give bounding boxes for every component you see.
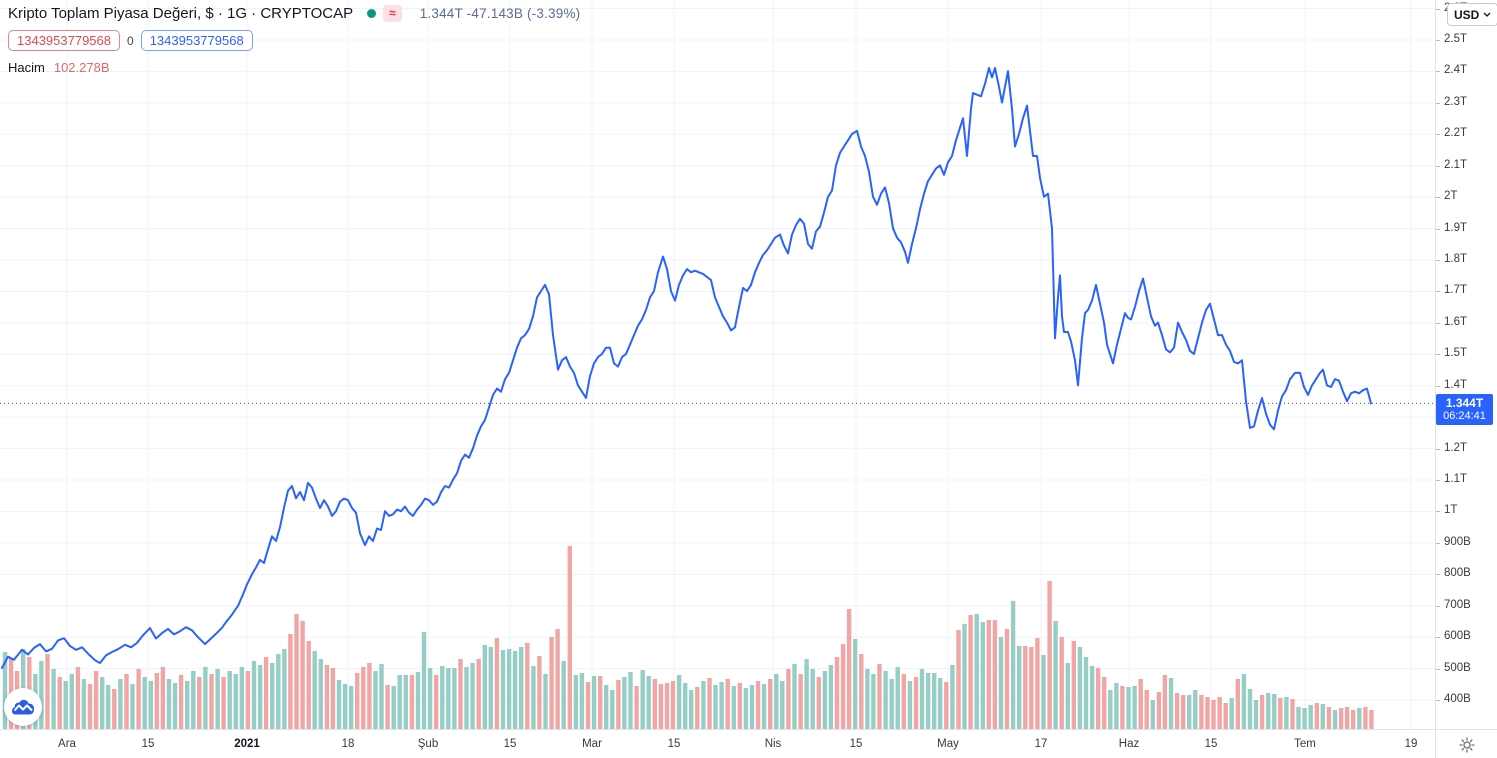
chart-plot-area[interactable]	[0, 0, 1435, 729]
price-axis-tick	[1436, 386, 1440, 387]
price-axis-tick	[1436, 291, 1440, 292]
current-price-value: 1.344T	[1445, 396, 1484, 410]
volume-indicator-value: 102.278B	[53, 60, 110, 75]
axis-settings-corner[interactable]	[1435, 729, 1497, 758]
price-axis-label: 900B	[1444, 536, 1471, 548]
approx-data-badge[interactable]: ≈	[383, 5, 402, 22]
price-axis-tick	[1436, 166, 1440, 167]
price-axis-label: 500B	[1444, 662, 1471, 674]
cloud-chart-icon	[12, 699, 34, 715]
price-axis-tick	[1436, 637, 1440, 638]
time-axis-label: 17	[1034, 738, 1048, 750]
price-axis-label: 2.3T	[1444, 96, 1468, 108]
price-axis-tick	[1436, 134, 1440, 135]
currency-dropdown[interactable]: USD	[1447, 3, 1497, 26]
grid-lines	[0, 0, 1435, 729]
price-axis-label: 1.1T	[1444, 473, 1468, 485]
price-axis-label: 800B	[1444, 567, 1471, 579]
time-axis-label: Mar	[582, 738, 602, 750]
time-axis-label: Şub	[417, 738, 439, 750]
time-axis-label: May	[937, 738, 959, 750]
price-axis-tick	[1436, 669, 1440, 670]
price-axis-tick	[1436, 197, 1440, 198]
price-axis-label: 600B	[1444, 630, 1471, 642]
price-axis-tick	[1436, 449, 1440, 450]
time-axis-label: 2021	[234, 738, 260, 750]
time-axis-label: 18	[341, 738, 355, 750]
price-axis-label: 1.2T	[1444, 442, 1468, 454]
price-axis-label: 700B	[1444, 599, 1471, 611]
current-price-label: 1.344T 06:24:41	[1436, 394, 1493, 425]
price-axis-tick	[1436, 260, 1440, 261]
price-axis-tick	[1436, 103, 1440, 104]
time-axis-label: 15	[667, 738, 681, 750]
price-axis-label: 2.4T	[1444, 64, 1468, 76]
price-axis-label: 1.7T	[1444, 284, 1468, 296]
time-axis-label: 15	[849, 738, 863, 750]
price-axis-label: 2.2T	[1444, 127, 1468, 139]
price-axis-tick	[1436, 574, 1440, 575]
price-axis-label: 1.6T	[1444, 316, 1468, 328]
price-line	[1, 67, 1372, 669]
time-axis-label: 15	[1204, 738, 1218, 750]
time-axis-label: Ara	[58, 738, 76, 750]
price-axis-tick	[1436, 9, 1440, 10]
price-axis-tick	[1436, 354, 1440, 355]
price-axis-tick	[1436, 700, 1440, 701]
price-axis-tick	[1436, 606, 1440, 607]
volume-bars	[2, 546, 1374, 729]
price-axis-label: 2T	[1444, 190, 1458, 202]
time-axis-label: 15	[141, 738, 155, 750]
price-source-badge-blue[interactable]: 1343953779568	[140, 30, 253, 51]
bar-countdown: 06:24:41	[1443, 410, 1486, 422]
time-axis-label: Haz	[1118, 738, 1140, 750]
price-axis-label: 1.5T	[1444, 347, 1468, 359]
time-axis-label: 15	[503, 738, 517, 750]
price-axis-label: 2.5T	[1444, 33, 1468, 45]
price-axis-label: 1.4T	[1444, 379, 1468, 391]
time-axis[interactable]: Ara 15 2021 18 Şub 15 Mar 15 Nis 15 May 17 Haz 15 Tem 1…	[0, 729, 1435, 758]
symbol-title[interactable]: Kripto Toplam Piyasa Değeri, $ · 1G · CR…	[8, 5, 354, 22]
spread-value: 0	[127, 33, 134, 48]
time-axis-label: Nis	[764, 738, 782, 750]
price-axis-label: 1T	[1444, 504, 1458, 516]
chevron-down-icon	[1483, 12, 1491, 17]
price-axis-label: 2.1T	[1444, 159, 1468, 171]
price-axis-tick	[1436, 480, 1440, 481]
price-axis-label: 400B	[1444, 693, 1471, 705]
price-axis-tick	[1436, 323, 1440, 324]
cryptocap-logo[interactable]	[4, 688, 42, 726]
chart-legend: Kripto Toplam Piyasa Değeri, $ · 1G · CR…	[8, 4, 580, 75]
time-axis-label: 19	[1404, 738, 1418, 750]
price-axis[interactable]: 2.6T2.5T2.4T2.3T2.2T2.1T2T1.9T1.8T1.7T1.…	[1435, 0, 1497, 729]
price-axis-tick	[1436, 511, 1440, 512]
volume-indicator-label[interactable]: Hacim	[8, 60, 45, 75]
price-source-badge-red[interactable]: 1343953779568	[8, 30, 120, 51]
price-axis-tick	[1436, 40, 1440, 41]
price-axis-label: 1.9T	[1444, 222, 1468, 234]
price-axis-tick	[1436, 71, 1440, 72]
last-value-and-change: 1.344T -47.143B (-3.39%)	[419, 6, 581, 21]
price-axis-tick	[1436, 543, 1440, 544]
gear-icon[interactable]	[1459, 736, 1475, 753]
market-status-dot	[367, 9, 377, 18]
currency-label: USD	[1454, 7, 1480, 22]
price-axis-tick	[1436, 229, 1440, 230]
time-axis-label: Tem	[1294, 738, 1316, 750]
price-axis-label: 1.8T	[1444, 253, 1468, 265]
